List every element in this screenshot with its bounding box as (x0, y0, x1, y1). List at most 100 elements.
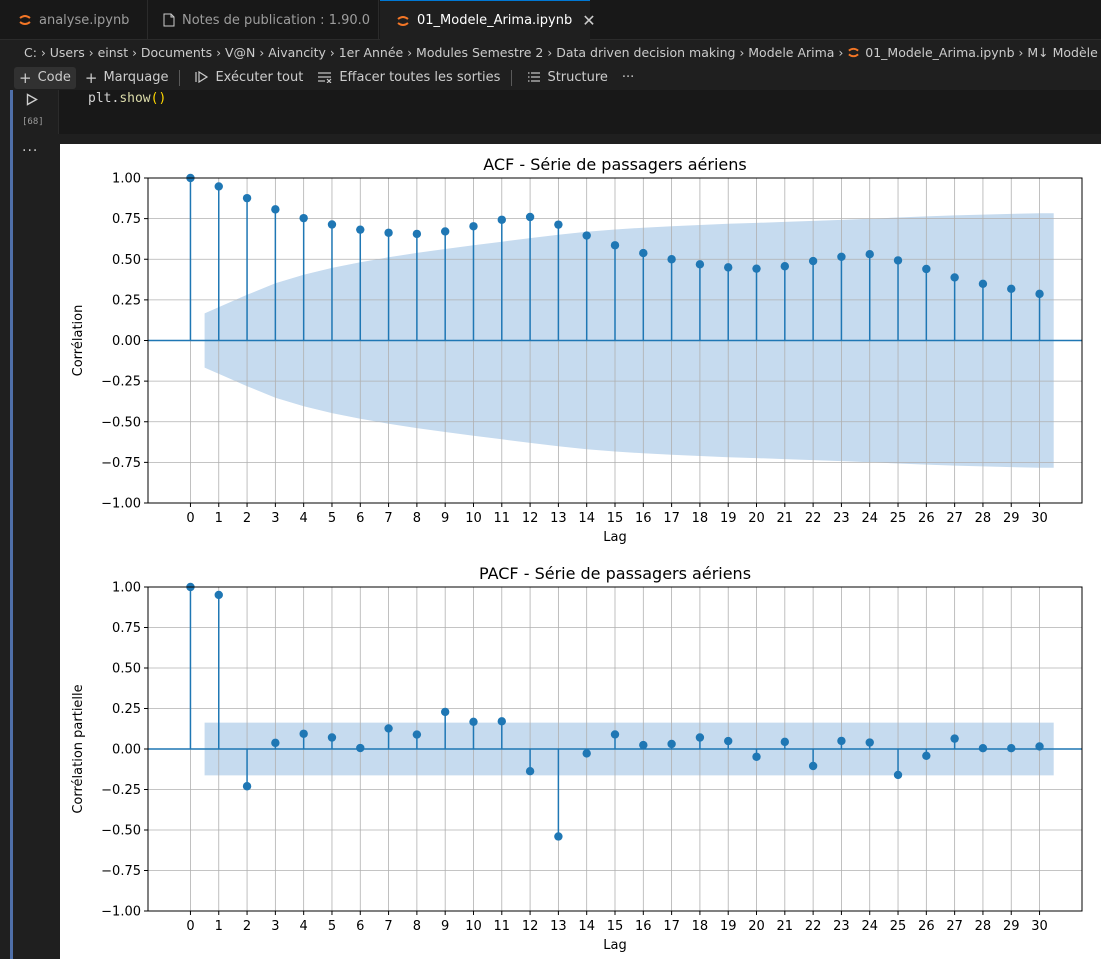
chevron-right-icon: › (838, 45, 844, 60)
code-line[interactable]: plt.show() (88, 91, 166, 106)
toolbar-divider (179, 69, 181, 86)
y-tick-label: −0.25 (101, 783, 141, 798)
x-tick-label: 23 (833, 511, 850, 526)
data-point (865, 250, 874, 259)
data-point (752, 752, 761, 761)
file-icon (163, 13, 175, 27)
data-point (356, 225, 365, 234)
code-editor[interactable] (58, 90, 1101, 134)
breadcrumb-item[interactable]: 1er Année (338, 45, 404, 60)
data-point (922, 264, 931, 274)
x-tick-label: 27 (946, 511, 963, 526)
x-tick-label: 0 (186, 511, 194, 526)
close-icon[interactable]: ✕ (582, 11, 596, 30)
x-tick-label: 14 (578, 919, 595, 934)
chevron-right-icon: › (132, 45, 137, 60)
x-tick-label: 17 (663, 919, 680, 934)
x-tick-label: 28 (975, 511, 992, 526)
add-code-button[interactable]: + Code (14, 66, 76, 89)
add-markdown-button[interactable]: + Marquage (84, 68, 169, 87)
data-point (667, 739, 676, 749)
clear-outputs-button[interactable]: Effacer toutes les sorties (312, 67, 505, 89)
data-point (214, 182, 223, 191)
data-point (893, 256, 903, 265)
breadcrumb-item[interactable]: V@N (225, 45, 256, 60)
x-tick-label: 22 (805, 919, 822, 934)
y-tick-label: −0.50 (101, 415, 141, 430)
x-tick-label: 13 (550, 919, 567, 934)
breadcrumb-item[interactable]: einst (97, 45, 129, 60)
y-tick-label: 0.50 (112, 253, 141, 268)
y-tick-label: −1.00 (101, 497, 141, 512)
x-tick-label: 25 (890, 919, 907, 934)
y-tick-label: 0.75 (112, 212, 141, 227)
x-tick-label: 23 (833, 919, 850, 934)
chart-title: PACF - Série de passagers aériens (479, 564, 751, 583)
code-function: show (119, 91, 151, 106)
x-axis-label: Lag (603, 530, 626, 545)
x-tick-label: 10 (465, 511, 482, 526)
x-tick-label: 0 (186, 919, 194, 934)
x-tick-label: 13 (550, 511, 567, 526)
data-point (356, 743, 365, 753)
y-tick-label: −0.50 (101, 824, 141, 839)
tab-release-notes[interactable]: Notes de publication : 1.90.0 (149, 0, 379, 40)
data-point (582, 749, 591, 758)
x-tick-label: 6 (356, 511, 364, 526)
breadcrumb-item[interactable]: Users (49, 45, 85, 60)
x-tick-label: 7 (384, 919, 392, 934)
x-tick-label: 2 (243, 511, 251, 526)
breadcrumb: C: › Users › einst › Documents › V@N › Aivancity › 1… (0, 40, 1101, 65)
data-point (639, 248, 648, 258)
x-tick-label: 20 (748, 919, 765, 934)
data-point (271, 205, 280, 214)
chevron-right-icon: › (329, 45, 335, 60)
x-tick-label: 12 (522, 919, 539, 934)
tab-label: analyse.ipynb (39, 12, 130, 28)
y-axis-label: Corrélation (71, 305, 86, 377)
x-tick-label: 7 (384, 511, 392, 526)
x-tick-label: 15 (607, 511, 624, 526)
breadcrumb-item[interactable]: C: (24, 45, 37, 60)
data-point (497, 215, 506, 224)
breadcrumb-item[interactable]: M↓ Modèle (1027, 45, 1098, 60)
breadcrumb-item[interactable]: 01_Modele_Arima.ipynb (847, 45, 1015, 60)
x-tick-label: 3 (271, 511, 279, 526)
x-tick-label: 12 (522, 511, 539, 526)
jupyter-icon (18, 13, 32, 27)
code-object: plt. (88, 91, 120, 106)
output-actions-button[interactable]: ··· (22, 143, 39, 159)
data-point (1035, 289, 1044, 299)
data-point (214, 590, 223, 600)
data-point (242, 782, 252, 791)
run-cell-button[interactable] (26, 93, 38, 110)
y-tick-label: 0.00 (112, 334, 141, 349)
breadcrumb-item[interactable]: Modules Semestre 2 (416, 45, 544, 60)
data-point (610, 730, 620, 739)
x-tick-label: 4 (300, 919, 308, 934)
editor-tab-bar: analyse.ipynb Notes de publication : 1.9… (0, 0, 1101, 40)
outline-button[interactable]: Structure (522, 67, 612, 89)
notebook-toolbar: + Code + Marquage Exécuter tout Effacer … (0, 65, 1101, 90)
run-all-button[interactable]: Exécuter tout (190, 67, 308, 89)
breadcrumb-item[interactable]: Documents (140, 45, 213, 60)
x-tick-label: 5 (328, 919, 336, 934)
more-actions-button[interactable]: ··· (621, 70, 635, 85)
list-icon (527, 69, 541, 87)
data-point (582, 231, 591, 240)
chart-title: ACF - Série de passagers aériens (483, 155, 746, 174)
chevron-right-icon: › (216, 45, 221, 60)
breadcrumb-item[interactable]: Data driven decision making (556, 45, 736, 60)
chevron-right-icon: › (547, 45, 553, 60)
data-point (497, 717, 506, 726)
x-tick-label: 18 (692, 919, 709, 934)
x-tick-label: 30 (1031, 919, 1048, 934)
clear-all-icon (317, 69, 333, 87)
tab-modele-arima[interactable]: 01_Modele_Arima.ipynb ✕ (380, 0, 596, 40)
data-point (242, 193, 252, 203)
x-tick-label: 29 (1003, 511, 1020, 526)
data-point (412, 229, 422, 239)
tab-analyse[interactable]: analyse.ipynb (0, 0, 148, 40)
breadcrumb-item[interactable]: Aivancity (268, 45, 326, 60)
breadcrumb-item[interactable]: Modele Arima (748, 45, 835, 60)
